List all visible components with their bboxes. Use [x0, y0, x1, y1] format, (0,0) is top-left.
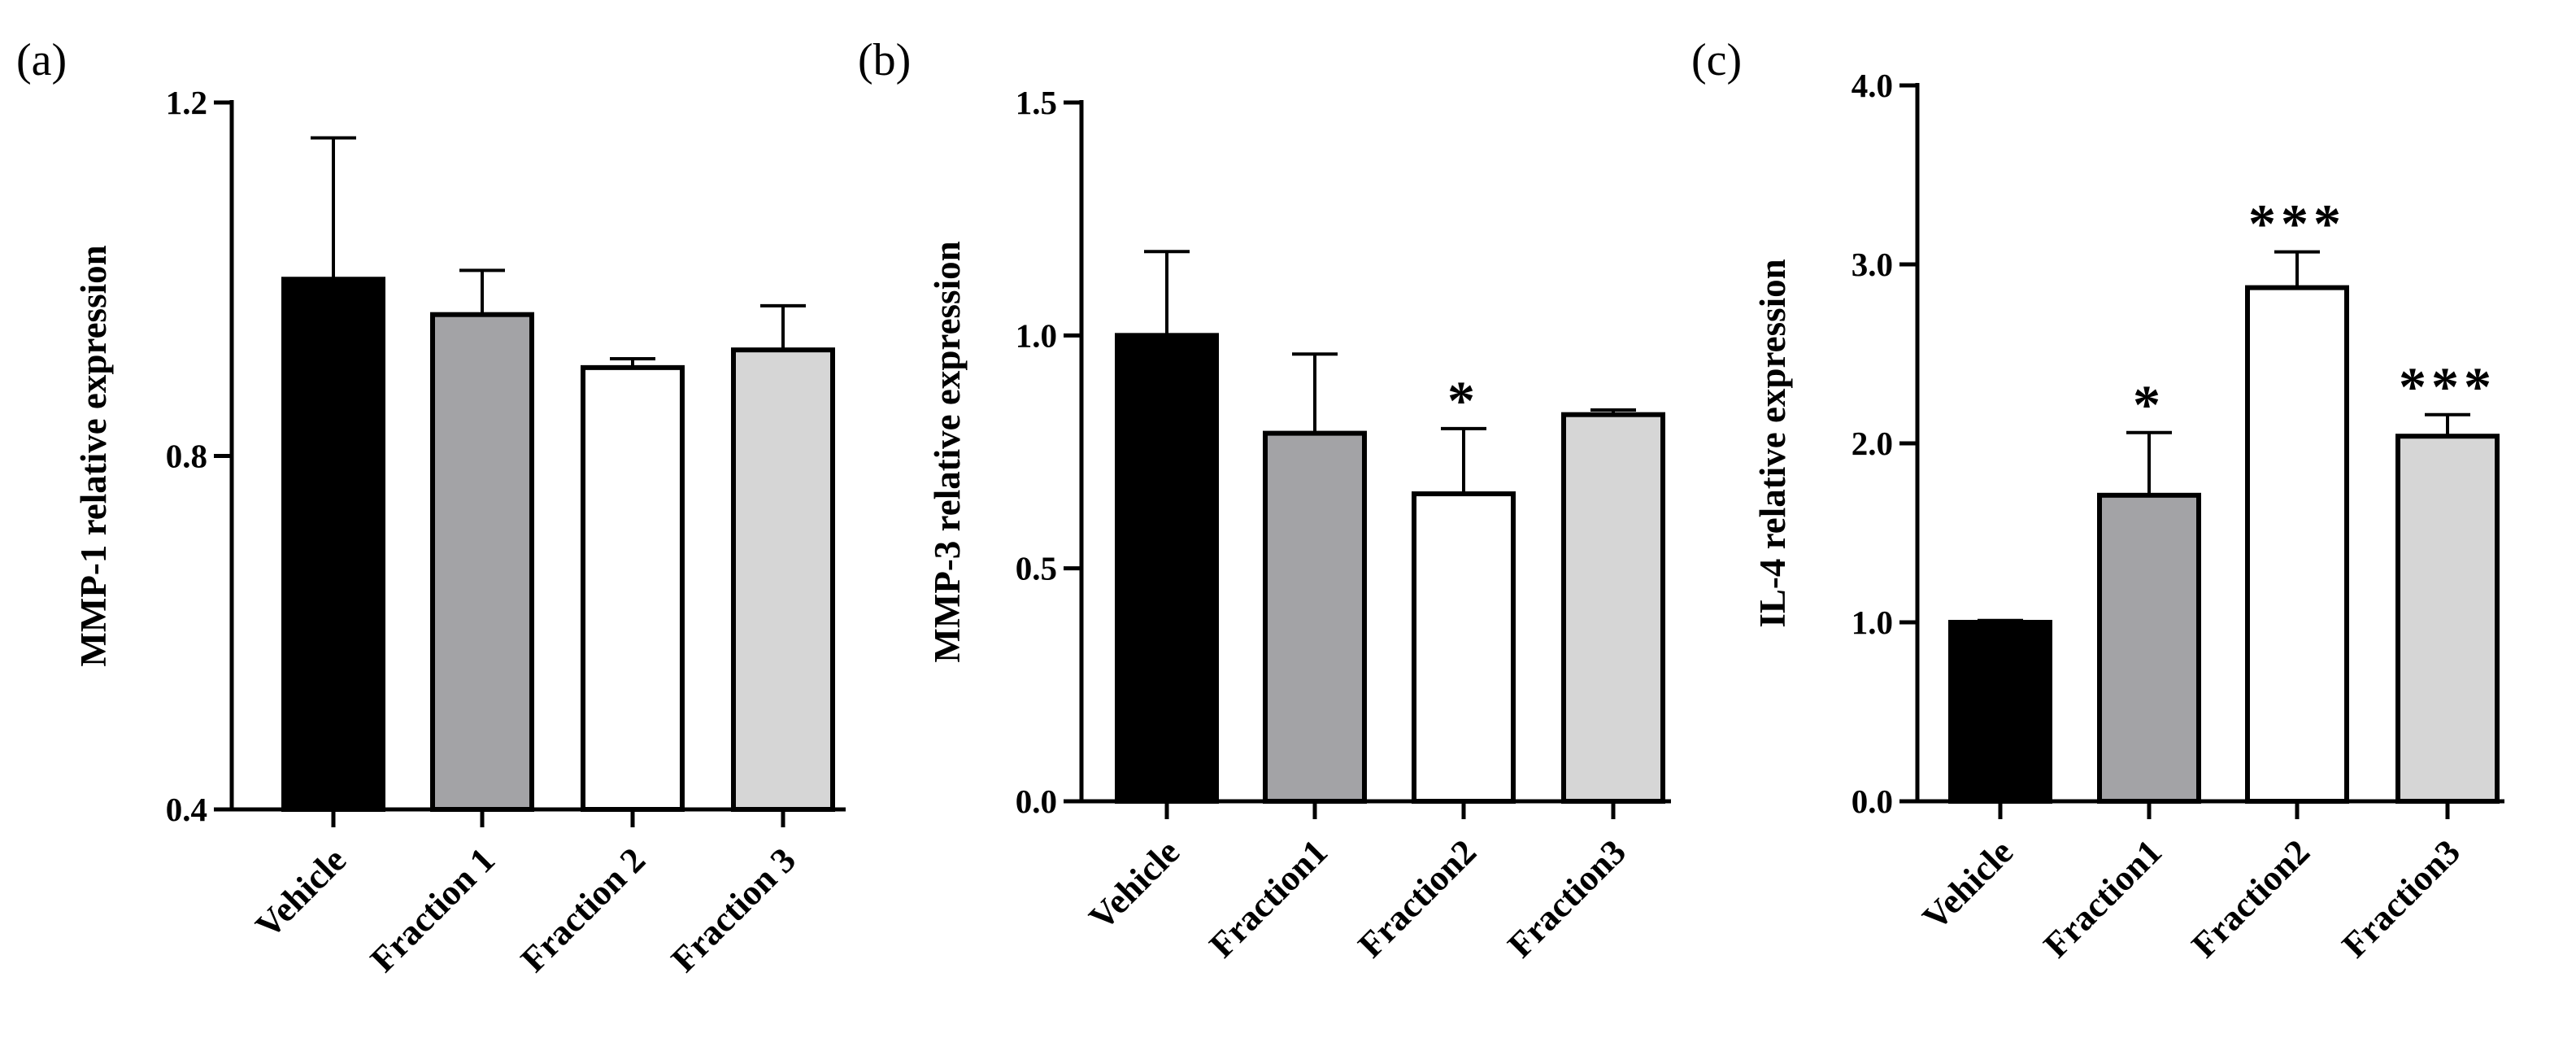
y-tick-label: 0.0: [1852, 783, 1893, 820]
bar-fraction-2: [581, 364, 685, 812]
panel-label: (c): [1691, 35, 1742, 85]
x-category-label: Fraction3: [2334, 831, 2468, 965]
x-category-label: Vehicle: [248, 840, 354, 945]
bar-vehicle: [281, 277, 385, 812]
panel-label: (a): [16, 35, 67, 85]
bar-fraction3: [2395, 434, 2500, 804]
y-tick-label: 0.0: [1016, 783, 1057, 820]
y-tick-label: 2.0: [1852, 425, 1893, 462]
y-tick-label: 1.2: [166, 84, 207, 121]
significance-marker: ***: [2248, 193, 2346, 255]
y-axis-title: MMP-3 relative expression: [927, 241, 968, 662]
chart-panel-a: (a) MMP-1 relative expression 0.4 0.8 1.2 Veh…: [16, 35, 846, 979]
significance-marker: ***: [2399, 355, 2496, 417]
bar-vehicle: [1115, 333, 1219, 805]
bar-vehicle: [1948, 620, 2052, 804]
y-axis-title: MMP-1 relative expression: [73, 245, 114, 666]
x-category-label: Fraction3: [1500, 831, 1634, 965]
y-tick-label: 0.4: [166, 791, 207, 828]
significance-marker: *: [2133, 373, 2165, 435]
x-category-label: Fraction 2: [513, 840, 653, 979]
x-category-label: Fraction1: [2036, 831, 2169, 965]
y-tick-label: 1.0: [1016, 316, 1057, 354]
y-tick-label: 0.5: [1016, 550, 1057, 587]
y-tick-label: 0.8: [166, 438, 207, 475]
bar-fraction1: [2097, 492, 2201, 804]
bar-fraction-1: [430, 312, 534, 812]
x-category-label: Vehicle: [1081, 831, 1187, 937]
x-category-label: Fraction1: [1202, 831, 1335, 965]
bar-fraction2: [2245, 285, 2349, 805]
x-category-label: Fraction 3: [664, 840, 803, 979]
y-axis-title: IL-4 relative expression: [1752, 259, 1793, 627]
bar-fraction2: [1412, 491, 1516, 804]
bar-fraction1: [1263, 430, 1367, 804]
chart-panel-b: (b) MMP-3 relative expression * 0.0 0.5 1.0 1.…: [858, 35, 1671, 966]
significance-marker: *: [1447, 369, 1480, 431]
x-category-label: Vehicle: [1915, 831, 2021, 937]
x-category-label: Fraction2: [1351, 831, 1484, 965]
y-tick-label: 1.0: [1852, 604, 1893, 641]
panel-label: (b): [858, 35, 911, 85]
bar-fraction-3: [731, 347, 835, 812]
y-tick-label: 3.0: [1852, 246, 1893, 283]
chart-panel-c: (c)IL-4 relative expression *******0.01.0…: [1691, 35, 2504, 966]
x-category-label: Fraction2: [2184, 831, 2317, 965]
y-tick-label: 1.5: [1016, 84, 1057, 121]
bar-fraction3: [1561, 412, 1665, 804]
x-category-label: Fraction 1: [363, 840, 503, 979]
y-tick-label: 4.0: [1852, 67, 1893, 104]
